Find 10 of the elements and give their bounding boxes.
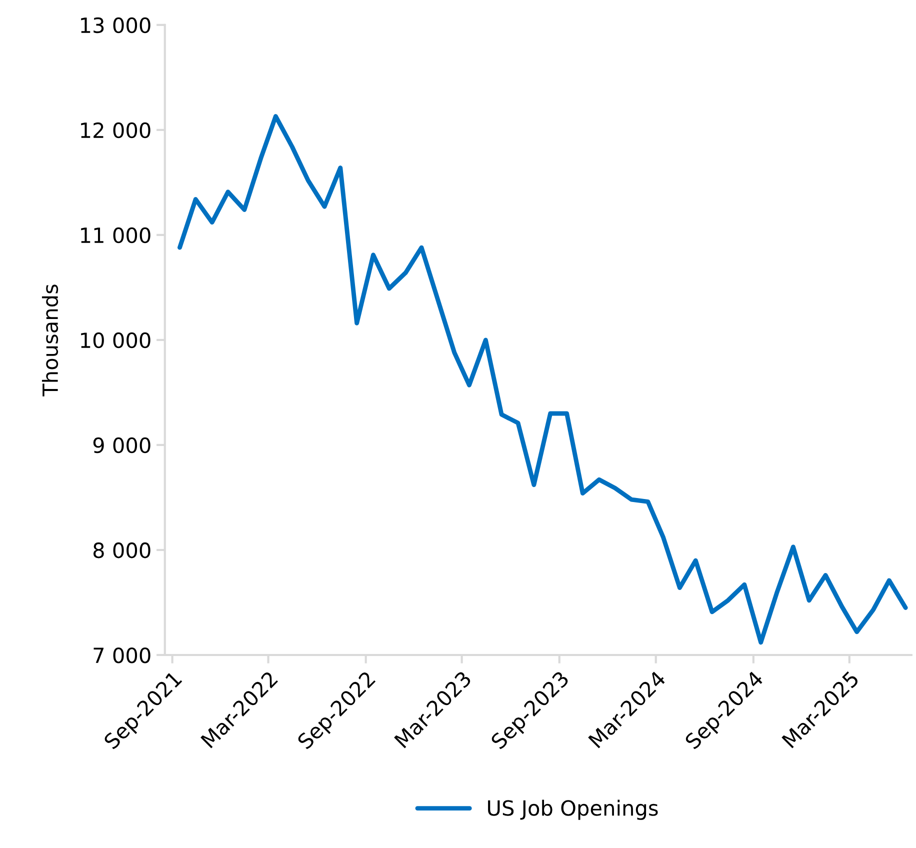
line-series: [178, 114, 908, 645]
y-tick-label: 8 000: [93, 542, 150, 558]
y-tick-label: 10 000: [81, 332, 150, 348]
y-axis-title: Thousands: [42, 284, 58, 396]
y-tick-label: 13 000: [81, 17, 150, 34]
y-tick-label: 9 000: [93, 437, 150, 454]
legend-label: US Job Openings: [488, 800, 658, 820]
y-tick-label: 11 000: [81, 227, 150, 244]
y-tick-label: 7 000: [94, 647, 150, 664]
y-tick-label: 12 000: [81, 122, 150, 138]
